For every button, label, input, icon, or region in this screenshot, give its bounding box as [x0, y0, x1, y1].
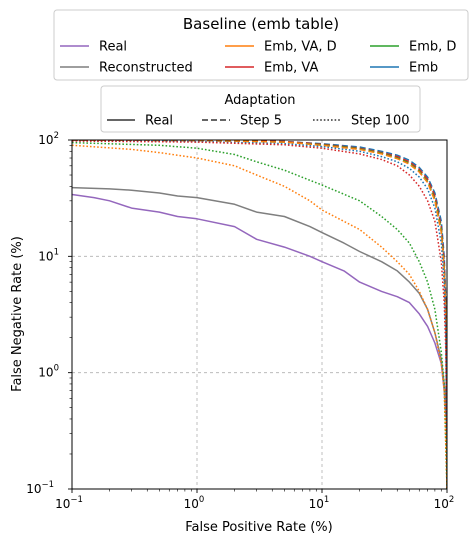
x-axis-label: False Positive Rate (%)	[185, 520, 332, 535]
legend-baseline: Baseline (emb table) Real Emb, VA, D Emb, …	[53, 9, 469, 81]
series-line-reconstructed	[72, 186, 447, 408]
legend-label: Emb, VA, D	[264, 40, 337, 55]
series-line-emb-va-d-step100	[72, 144, 447, 489]
legend-adaptation-frame	[100, 85, 421, 133]
legend-label: Real	[145, 114, 173, 129]
legend-baseline-title: Baseline (emb table)	[183, 15, 339, 33]
legend-adaptation: Adaptation Real Step 5 Step 100	[100, 85, 421, 133]
series-line-real	[72, 193, 447, 417]
x-tick-label: 10−1	[55, 495, 83, 511]
series-line-emb-va-d-step5	[72, 140, 447, 489]
series-line-emb-step5	[72, 140, 447, 489]
grid	[72, 140, 447, 489]
series-line-emb-va-step100	[72, 140, 447, 489]
legend-baseline-frame	[53, 9, 469, 81]
series-line-emb-d-step100	[72, 141, 447, 489]
y-tick-label: 100	[38, 364, 59, 380]
legend-label: Reconstructed	[99, 61, 193, 76]
x-tick-label: 100	[184, 495, 205, 511]
legend-label: Step 100	[351, 114, 410, 129]
legend-label: Step 5	[240, 114, 282, 129]
legend-adaptation-title: Adaptation	[224, 93, 295, 108]
series-line-emb-va-step5	[72, 140, 447, 489]
plot-frame	[71, 139, 448, 490]
legend-label: Emb, VA	[264, 61, 318, 76]
legend-label: Emb	[409, 61, 438, 76]
y-tick-label: 10−1	[26, 480, 54, 496]
x-tick-label: 102	[434, 495, 455, 511]
y-axis-label: False Negative Rate (%)	[10, 236, 25, 392]
y-tick-label: 102	[38, 131, 59, 147]
y-tick-label: 101	[38, 247, 59, 263]
series-line-emb-d-step5	[72, 140, 447, 489]
x-tick-label: 101	[309, 495, 330, 511]
legend-label: Real	[99, 40, 127, 55]
series-line-emb-step100	[72, 140, 447, 489]
legend-label: Emb, D	[409, 40, 456, 55]
